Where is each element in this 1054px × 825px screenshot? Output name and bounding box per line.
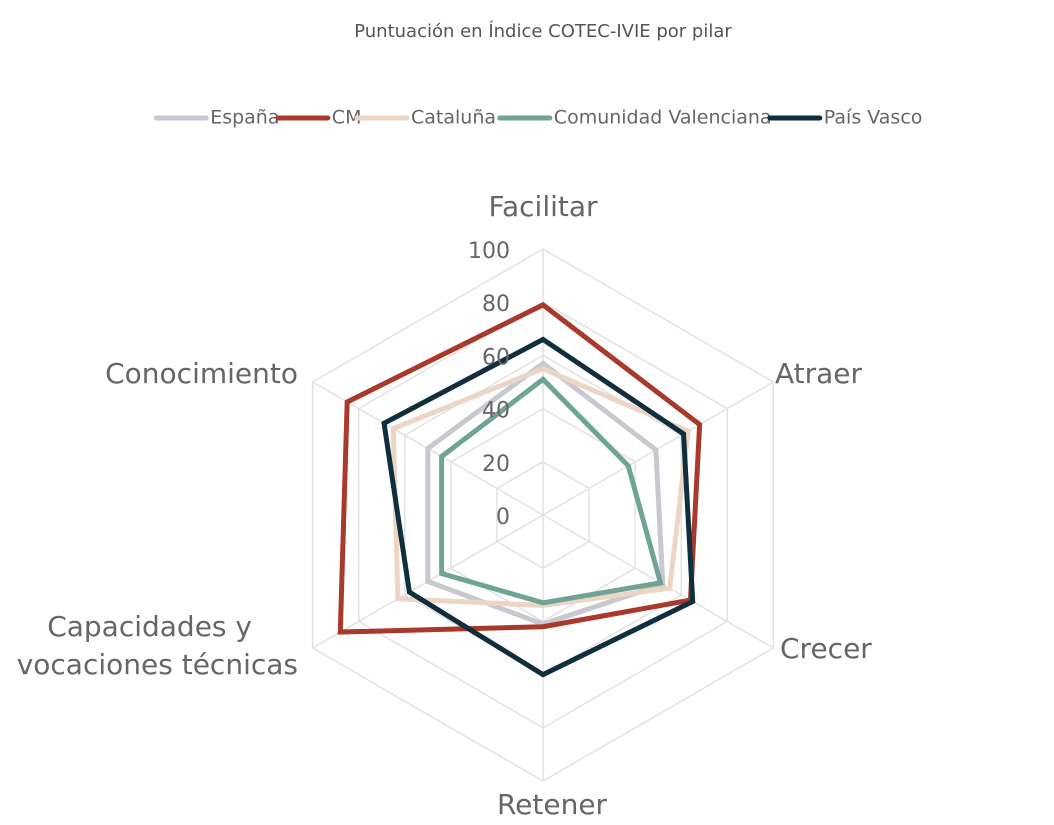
- tick-label: 20: [482, 452, 510, 477]
- category-label: Retener: [497, 788, 608, 821]
- tick-label: 0: [496, 505, 510, 530]
- category-label: Capacidades y vocaciones técnicas: [17, 610, 298, 681]
- series-line: [439, 376, 664, 606]
- tick-label: 80: [482, 292, 510, 317]
- legend-label: Cataluña: [411, 107, 496, 129]
- legend-label: España: [210, 107, 279, 129]
- series-line: [381, 336, 696, 678]
- category-label: Facilitar: [488, 190, 598, 223]
- series-line: [337, 301, 703, 635]
- category-label: Crecer: [780, 632, 872, 665]
- legend-label: País Vasco: [824, 107, 923, 129]
- category-label: Atraer: [775, 357, 863, 390]
- tick-label: 100: [468, 239, 510, 264]
- legend-label: Comunidad Valenciana: [554, 107, 772, 129]
- series-line: [390, 365, 691, 608]
- legend-label: CM: [332, 107, 362, 129]
- chart-title: Puntuación en Índice COTEC-IVIE por pila…: [354, 20, 732, 42]
- category-label: Conocimiento: [105, 357, 298, 390]
- series-line: [425, 360, 666, 627]
- tick-label: 60: [482, 345, 510, 370]
- tick-label: 40: [482, 399, 510, 424]
